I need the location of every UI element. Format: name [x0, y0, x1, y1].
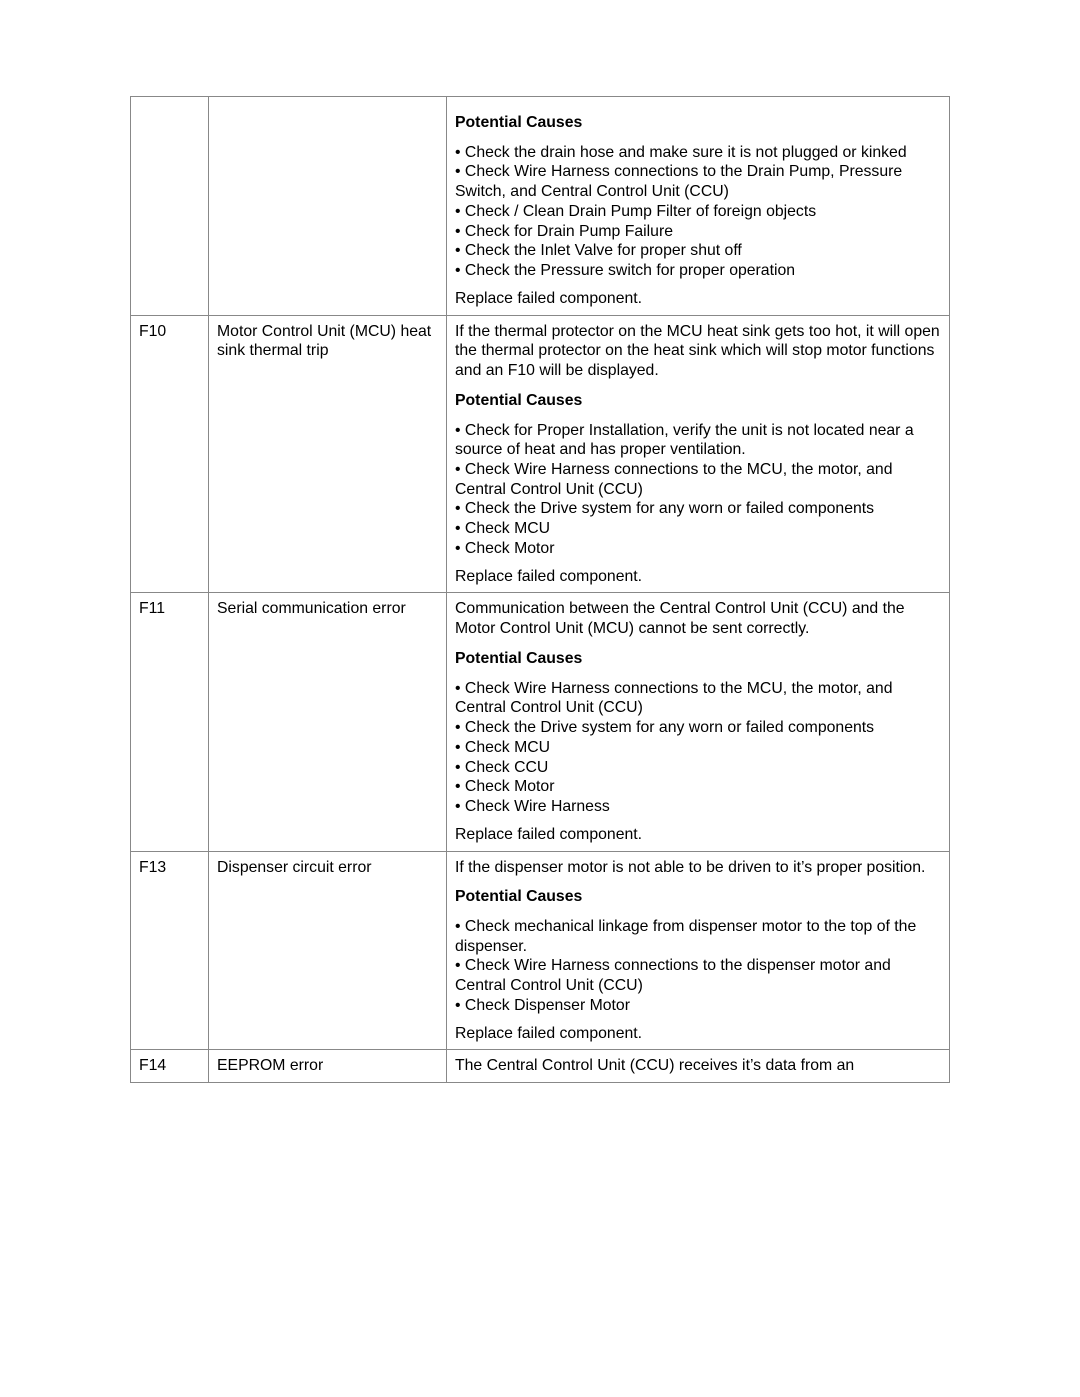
footer-text: Replace failed component.	[455, 567, 941, 587]
bullet-item: • Check for Proper Installation, verify …	[455, 421, 941, 460]
intro-text: If the thermal protector on the MCU heat…	[455, 322, 941, 381]
bullet-item: • Check mechanical linkage from dispense…	[455, 917, 941, 956]
potential-causes-heading: Potential Causes	[455, 887, 941, 907]
intro-text: Communication between the Central Contro…	[455, 599, 941, 638]
bullet-item: • Check Wire Harness	[455, 797, 941, 817]
bullet-item: • Check MCU	[455, 519, 941, 539]
error-code-cell: F11	[131, 593, 209, 851]
error-desc-cell: Potential Causes • Check the drain hose …	[447, 97, 950, 316]
error-name-cell: EEPROM error	[209, 1050, 447, 1083]
bullet-item: • Check Motor	[455, 777, 941, 797]
error-name-cell: Serial communication error	[209, 593, 447, 851]
error-code-cell: F13	[131, 851, 209, 1050]
bullet-item: • Check Wire Harness connections to the …	[455, 956, 941, 995]
bullet-item: • Check Wire Harness connections to the …	[455, 162, 941, 201]
error-desc-cell: If the dispenser motor is not able to be…	[447, 851, 950, 1050]
bullet-list: • Check mechanical linkage from dispense…	[455, 917, 941, 1016]
table-row: Potential Causes • Check the drain hose …	[131, 97, 950, 316]
bullet-item: • Check the Pressure switch for proper o…	[455, 261, 941, 281]
table-row: F14 EEPROM error The Central Control Uni…	[131, 1050, 950, 1083]
error-name-cell: Dispenser circuit error	[209, 851, 447, 1050]
bullet-item: • Check the drain hose and make sure it …	[455, 143, 941, 163]
intro-text: The Central Control Unit (CCU) receives …	[455, 1057, 854, 1074]
potential-causes-heading: Potential Causes	[455, 391, 941, 411]
bullet-list: • Check Wire Harness connections to the …	[455, 679, 941, 817]
page: Potential Causes • Check the drain hose …	[0, 0, 1080, 1397]
bullet-item: • Check the Drive system for any worn or…	[455, 499, 941, 519]
bullet-list: • Check the drain hose and make sure it …	[455, 143, 941, 281]
bullet-item: • Check Wire Harness connections to the …	[455, 679, 941, 718]
table-row: F11 Serial communication error Communica…	[131, 593, 950, 851]
bullet-item: • Check Motor	[455, 539, 941, 559]
table-row: F13 Dispenser circuit error If the dispe…	[131, 851, 950, 1050]
error-desc-cell: Communication between the Central Contro…	[447, 593, 950, 851]
bullet-item: • Check Wire Harness connections to the …	[455, 460, 941, 499]
error-code-table: Potential Causes • Check the drain hose …	[130, 96, 950, 1083]
error-desc-cell: If the thermal protector on the MCU heat…	[447, 315, 950, 593]
intro-text: If the dispenser motor is not able to be…	[455, 858, 941, 878]
error-code-cell: F14	[131, 1050, 209, 1083]
potential-causes-heading: Potential Causes	[455, 113, 941, 133]
potential-causes-heading: Potential Causes	[455, 649, 941, 669]
bullet-list: • Check for Proper Installation, verify …	[455, 421, 941, 559]
bullet-item: • Check CCU	[455, 758, 941, 778]
bullet-item: • Check MCU	[455, 738, 941, 758]
error-code-cell	[131, 97, 209, 316]
error-name-cell	[209, 97, 447, 316]
footer-text: Replace failed component.	[455, 1024, 941, 1044]
footer-text: Replace failed component.	[455, 825, 941, 845]
error-name-cell: Motor Control Unit (MCU) heat sink therm…	[209, 315, 447, 593]
bullet-item: • Check / Clean Drain Pump Filter of for…	[455, 202, 941, 222]
footer-text: Replace failed component.	[455, 289, 941, 309]
bullet-item: • Check the Inlet Valve for proper shut …	[455, 241, 941, 261]
bullet-item: • Check Dispenser Motor	[455, 996, 941, 1016]
bullet-item: • Check for Drain Pump Failure	[455, 222, 941, 242]
error-code-cell: F10	[131, 315, 209, 593]
table-row: F10 Motor Control Unit (MCU) heat sink t…	[131, 315, 950, 593]
bullet-item: • Check the Drive system for any worn or…	[455, 718, 941, 738]
error-desc-cell: The Central Control Unit (CCU) receives …	[447, 1050, 950, 1083]
